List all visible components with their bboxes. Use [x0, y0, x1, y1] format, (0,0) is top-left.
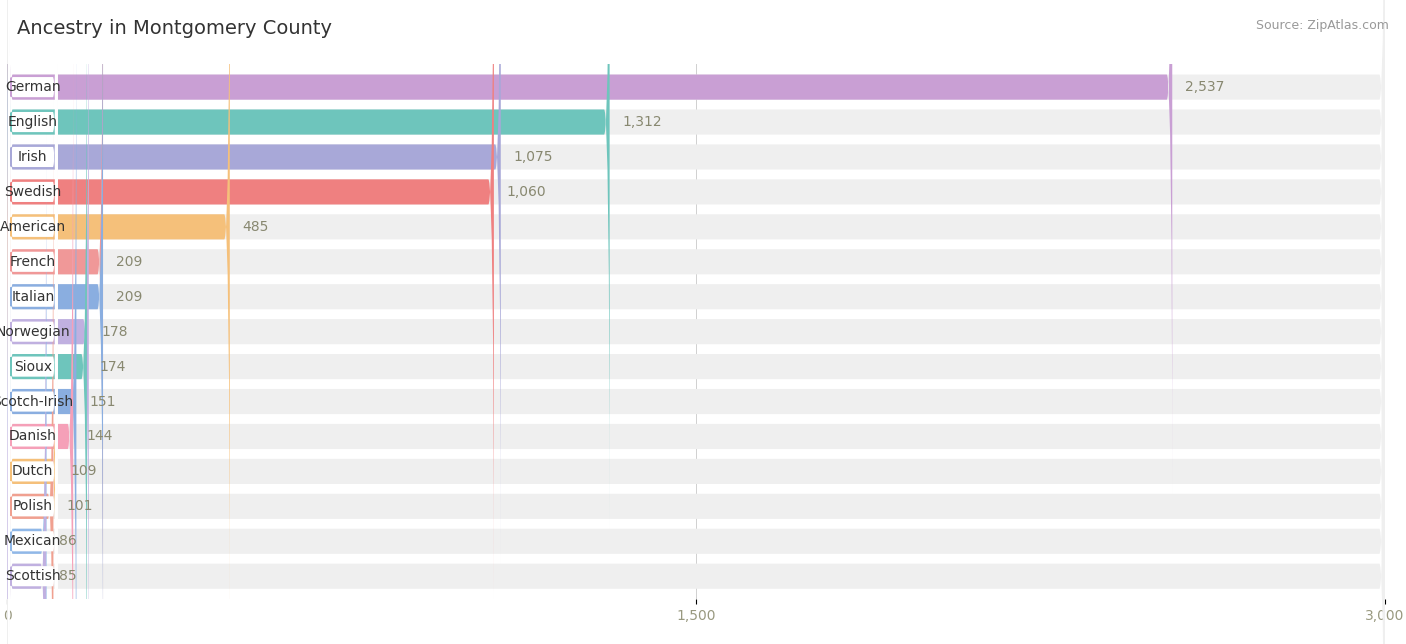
FancyBboxPatch shape: [7, 0, 494, 598]
FancyBboxPatch shape: [7, 30, 73, 644]
Text: 1,060: 1,060: [506, 185, 547, 199]
FancyBboxPatch shape: [7, 0, 1385, 644]
FancyBboxPatch shape: [8, 202, 58, 644]
Text: Swedish: Swedish: [4, 185, 62, 199]
FancyBboxPatch shape: [7, 0, 1385, 494]
FancyBboxPatch shape: [7, 100, 1385, 644]
FancyBboxPatch shape: [8, 132, 58, 644]
Text: Irish: Irish: [18, 150, 48, 164]
Text: 1,075: 1,075: [513, 150, 553, 164]
FancyBboxPatch shape: [7, 0, 89, 644]
FancyBboxPatch shape: [8, 0, 58, 636]
FancyBboxPatch shape: [7, 135, 1385, 644]
Text: Dutch: Dutch: [13, 464, 53, 478]
FancyBboxPatch shape: [8, 237, 58, 644]
Text: Scottish: Scottish: [6, 569, 60, 583]
Text: 178: 178: [101, 325, 128, 339]
FancyBboxPatch shape: [7, 0, 610, 529]
FancyBboxPatch shape: [7, 0, 76, 644]
FancyBboxPatch shape: [8, 0, 58, 531]
FancyBboxPatch shape: [8, 167, 58, 644]
Text: 101: 101: [66, 499, 93, 513]
Text: Source: ZipAtlas.com: Source: ZipAtlas.com: [1256, 19, 1389, 32]
Text: 85: 85: [59, 569, 76, 583]
Text: Polish: Polish: [13, 499, 53, 513]
FancyBboxPatch shape: [8, 27, 58, 644]
FancyBboxPatch shape: [7, 0, 103, 644]
FancyBboxPatch shape: [8, 0, 58, 461]
Text: French: French: [10, 255, 56, 269]
Text: Mexican: Mexican: [4, 535, 62, 548]
Text: 1,312: 1,312: [623, 115, 662, 129]
FancyBboxPatch shape: [7, 100, 53, 644]
Text: Sioux: Sioux: [14, 359, 52, 374]
FancyBboxPatch shape: [7, 135, 46, 644]
FancyBboxPatch shape: [7, 0, 1385, 564]
Text: Ancestry in Montgomery County: Ancestry in Montgomery County: [17, 19, 332, 39]
Text: English: English: [8, 115, 58, 129]
Text: 174: 174: [100, 359, 127, 374]
FancyBboxPatch shape: [7, 0, 1385, 644]
FancyBboxPatch shape: [7, 0, 1385, 529]
FancyBboxPatch shape: [7, 65, 58, 644]
Text: 209: 209: [115, 255, 142, 269]
FancyBboxPatch shape: [7, 169, 46, 644]
FancyBboxPatch shape: [8, 0, 58, 497]
Text: 86: 86: [59, 535, 77, 548]
Text: 485: 485: [243, 220, 269, 234]
FancyBboxPatch shape: [7, 0, 1385, 644]
FancyBboxPatch shape: [8, 0, 58, 566]
FancyBboxPatch shape: [8, 97, 58, 644]
Text: Danish: Danish: [8, 430, 56, 444]
FancyBboxPatch shape: [7, 0, 501, 564]
FancyBboxPatch shape: [7, 0, 1173, 494]
FancyBboxPatch shape: [7, 65, 1385, 644]
Text: American: American: [0, 220, 66, 234]
FancyBboxPatch shape: [7, 30, 1385, 644]
FancyBboxPatch shape: [7, 0, 103, 644]
FancyBboxPatch shape: [7, 0, 1385, 598]
FancyBboxPatch shape: [8, 0, 58, 426]
Text: 144: 144: [86, 430, 112, 444]
FancyBboxPatch shape: [8, 0, 58, 644]
Text: Italian: Italian: [11, 290, 55, 304]
FancyBboxPatch shape: [7, 0, 1385, 644]
Text: 151: 151: [89, 395, 115, 408]
Text: Norwegian: Norwegian: [0, 325, 70, 339]
FancyBboxPatch shape: [7, 0, 229, 634]
Text: 109: 109: [70, 464, 97, 478]
FancyBboxPatch shape: [7, 0, 1385, 634]
FancyBboxPatch shape: [7, 0, 87, 644]
FancyBboxPatch shape: [7, 0, 1385, 644]
Text: 209: 209: [115, 290, 142, 304]
Text: Scotch-Irish: Scotch-Irish: [0, 395, 73, 408]
Text: German: German: [6, 80, 60, 94]
FancyBboxPatch shape: [7, 169, 1385, 644]
FancyBboxPatch shape: [8, 0, 58, 601]
FancyBboxPatch shape: [8, 62, 58, 644]
Text: 2,537: 2,537: [1185, 80, 1225, 94]
